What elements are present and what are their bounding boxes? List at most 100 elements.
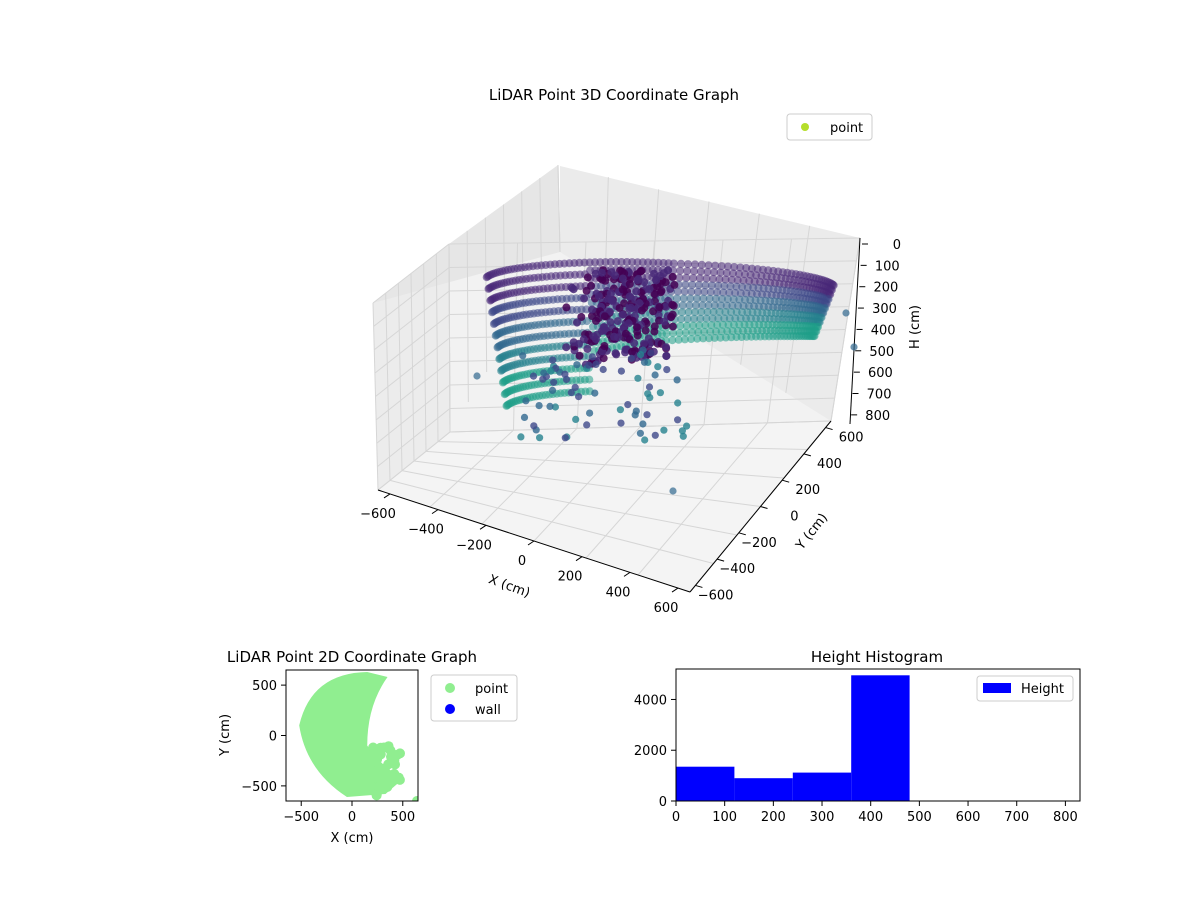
z-axis-3d-line <box>849 237 861 425</box>
histogram-title: Height Histogram <box>811 648 943 666</box>
y-3d-tick <box>695 584 703 588</box>
point-3d <box>655 303 664 312</box>
x-3d-tick <box>479 524 487 530</box>
point-3d <box>618 267 627 276</box>
grid-floor-y <box>437 441 808 450</box>
point-3d <box>711 261 720 270</box>
point-3d <box>591 269 600 278</box>
point-3d <box>651 431 659 439</box>
histogram-x-tick-label: 200 <box>761 810 786 825</box>
point-3d <box>579 335 588 344</box>
point-3d <box>597 268 606 277</box>
point-3d <box>639 420 647 428</box>
point-3d <box>691 308 699 317</box>
y-axis-2d-ticks: −500 0 500 <box>241 679 286 795</box>
point-3d <box>610 332 618 341</box>
point-3d <box>653 282 662 291</box>
point-3d <box>600 312 609 321</box>
z-3d-tick-label: 100 <box>875 259 900 274</box>
histogram-legend-label: Height <box>1021 682 1064 697</box>
point-3d <box>710 333 719 342</box>
legend-2d-point-label: point <box>475 682 508 697</box>
point-3d <box>700 287 709 296</box>
point-3d <box>572 415 580 423</box>
y-axis-3d-ticks: −600 −400 −200 0 200 400 600 <box>695 427 864 603</box>
point-3d <box>634 374 642 382</box>
point-3d <box>723 295 732 304</box>
x-3d-tick <box>623 571 631 577</box>
legend-3d-marker <box>801 123 809 131</box>
point-3d <box>706 288 715 297</box>
point-3d <box>573 318 581 327</box>
point-3d <box>682 273 691 282</box>
point-3d <box>690 267 699 276</box>
point-3d <box>663 366 671 374</box>
point-3d <box>517 433 525 441</box>
grid-side-v <box>557 164 561 253</box>
pane-back-left <box>373 165 560 303</box>
point-3d <box>717 327 726 336</box>
legend-2d-wall-label: wall <box>475 703 501 718</box>
point-3d <box>731 288 740 297</box>
point-3d <box>676 322 685 330</box>
point-3d <box>705 294 714 303</box>
point-3d <box>726 282 735 291</box>
point-3d <box>695 321 704 330</box>
chart-histogram: Height Histogram 0 100 200 300 400 500 600 700 8… <box>634 648 1081 825</box>
point-3d <box>618 285 627 294</box>
point-3d <box>641 326 650 335</box>
point-3d <box>683 315 692 323</box>
point-3d <box>548 386 557 394</box>
point-3d <box>680 287 689 296</box>
point-3d <box>702 274 711 283</box>
histogram-x-tick-label: 600 <box>956 810 981 825</box>
point-3d <box>613 317 622 326</box>
point-3d <box>599 354 608 363</box>
point-2d <box>374 781 385 792</box>
point-3d <box>721 275 730 284</box>
z-3d-tick-label: 400 <box>871 323 896 338</box>
point-3d <box>575 393 583 401</box>
point-3d <box>585 361 593 369</box>
point-3d <box>519 352 527 360</box>
point-3d <box>550 378 558 386</box>
point-3d <box>632 287 641 296</box>
point-3d <box>719 288 728 297</box>
point-3d <box>673 294 681 303</box>
point-3d <box>643 411 651 419</box>
legend-3d: point <box>786 113 873 141</box>
point-3d <box>529 372 538 380</box>
point-3d <box>678 427 687 435</box>
point-3d <box>599 365 607 374</box>
point-cloud-2d <box>299 672 418 801</box>
point-3d <box>694 328 703 336</box>
point-3d <box>650 290 659 298</box>
point-3d <box>649 307 658 316</box>
point-3d <box>625 305 634 314</box>
point-3d <box>683 267 692 275</box>
point-3d <box>725 288 734 297</box>
point-3d <box>729 295 738 304</box>
point-3d <box>693 334 702 343</box>
z-3d-tick-label: 700 <box>867 388 892 403</box>
point-3d <box>686 294 695 303</box>
grid-left-h <box>375 337 450 397</box>
chart-2d-title: LiDAR Point 2D Coordinate Graph <box>227 648 477 666</box>
y-2d-tick-label: 500 <box>252 679 277 694</box>
point-3d <box>696 314 705 323</box>
grid-left-h <box>376 384 451 444</box>
point-3d <box>594 292 603 300</box>
point-3d <box>679 294 688 303</box>
point-3d <box>727 275 736 284</box>
point-3d-outlier <box>842 309 850 317</box>
point-3d-outlier <box>850 343 858 351</box>
point-3d <box>735 269 743 278</box>
histogram-x-tick-label: 400 <box>858 810 883 825</box>
y-3d-tick-label: −600 <box>698 588 734 603</box>
point-3d <box>696 267 705 276</box>
point-3d <box>561 434 569 442</box>
grid-left-h <box>375 361 450 421</box>
point-cloud-3d <box>473 258 858 495</box>
point-3d <box>668 336 677 345</box>
